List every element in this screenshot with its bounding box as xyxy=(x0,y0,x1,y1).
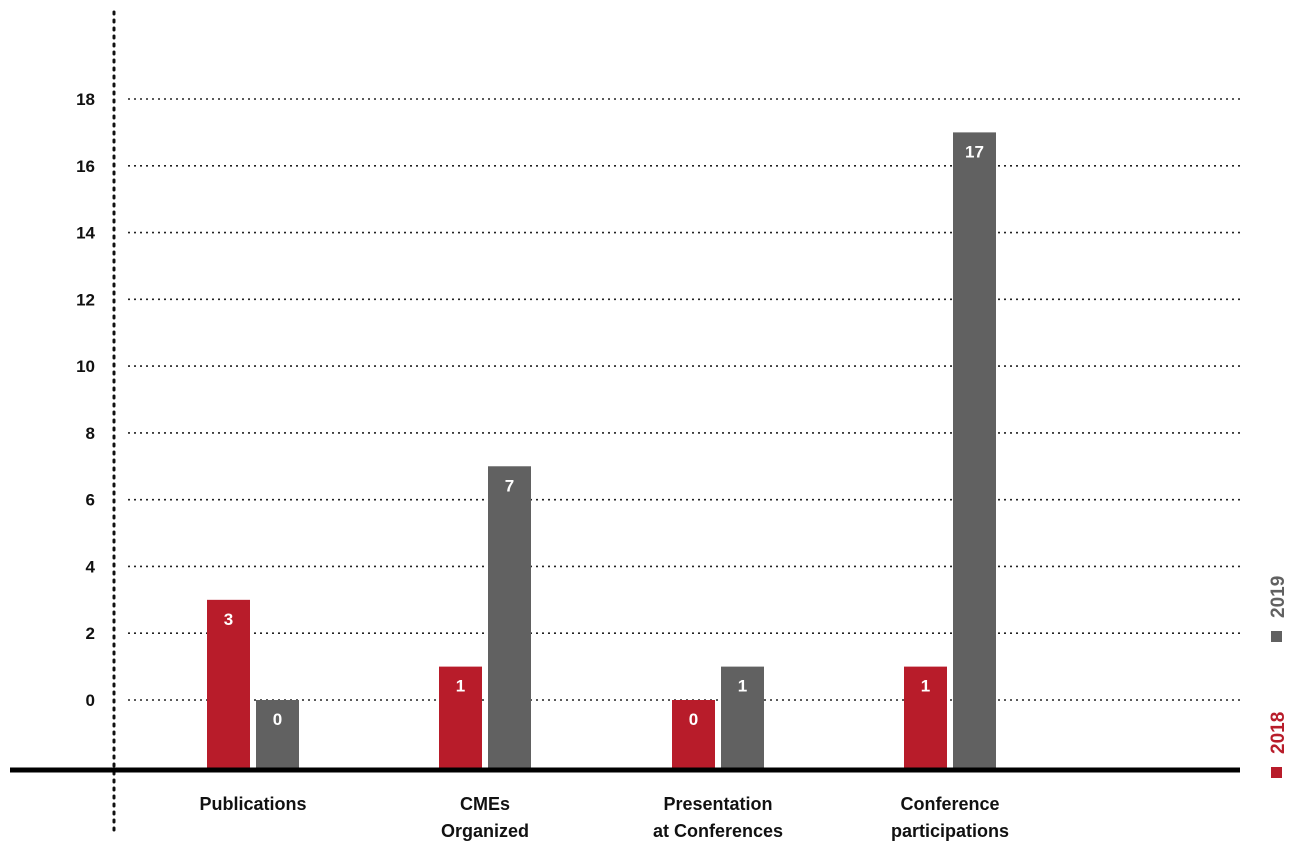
category-label: participations xyxy=(891,821,1009,841)
y-tick-label: 14 xyxy=(76,224,95,243)
value-label: 1 xyxy=(738,677,747,696)
bars xyxy=(207,132,996,770)
value-label: 0 xyxy=(689,710,698,729)
legend-label: 2018 xyxy=(1268,712,1289,754)
value-label: 1 xyxy=(456,677,465,696)
y-tick-label: 4 xyxy=(86,557,96,576)
y-tick-label: 0 xyxy=(86,691,95,710)
value-labels: 3 1 0 1 0 7 1 17 xyxy=(224,142,984,729)
y-tick-label: 10 xyxy=(76,357,95,376)
category-label: Presentation xyxy=(663,794,772,814)
bar-2019-0 xyxy=(256,700,299,770)
y-tick-label: 2 xyxy=(86,624,95,643)
bar-2019-1 xyxy=(488,466,531,770)
legend-label: 2019 xyxy=(1268,576,1289,618)
legend-swatch xyxy=(1271,631,1282,642)
y-tick-labels: 0 2 4 6 8 10 12 14 16 18 xyxy=(76,90,95,710)
value-label: 3 xyxy=(224,610,233,629)
legend-swatch xyxy=(1271,767,1282,778)
y-tick-label: 8 xyxy=(86,424,95,443)
y-tick-label: 18 xyxy=(76,90,95,109)
bar-2019-2 xyxy=(721,666,764,770)
category-label: Conference xyxy=(900,794,999,814)
category-label: at Conferences xyxy=(653,821,783,841)
bar-2018-2 xyxy=(672,700,715,770)
value-label: 1 xyxy=(921,677,930,696)
bar-2018-1 xyxy=(439,666,482,770)
value-label: 0 xyxy=(273,710,282,729)
value-label: 7 xyxy=(505,476,514,495)
category-labels: Publications CMEs Organized Presentation at … xyxy=(199,794,1009,841)
bar-2018-0 xyxy=(207,599,250,770)
y-tick-label: 6 xyxy=(86,491,95,510)
value-label: 17 xyxy=(965,142,984,161)
category-label: Publications xyxy=(199,794,306,814)
gridlines xyxy=(128,98,1240,701)
bar-2018-3 xyxy=(904,666,947,770)
legend: 2018 2019 xyxy=(1268,576,1289,778)
category-label: CMEs xyxy=(460,794,510,814)
y-tick-label: 16 xyxy=(76,157,95,176)
legend-group: 2018 2019 xyxy=(1268,576,1289,778)
y-tick-label: 12 xyxy=(76,290,95,309)
bar-2019-3 xyxy=(953,132,996,770)
category-label: Organized xyxy=(441,821,529,841)
